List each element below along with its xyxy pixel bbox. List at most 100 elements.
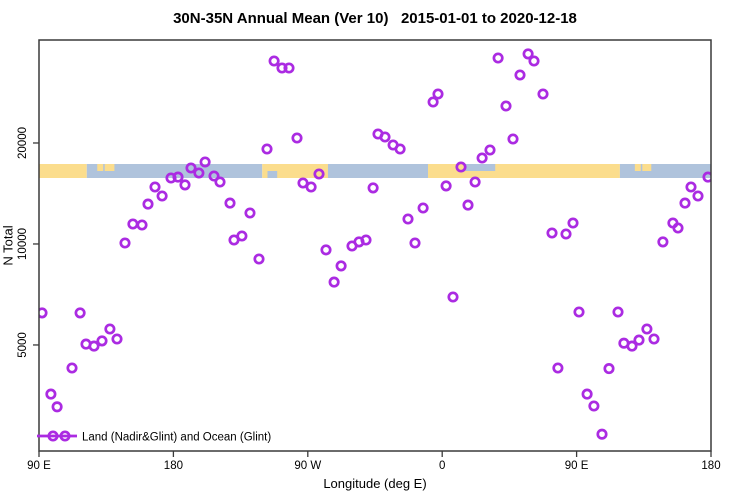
data-point <box>111 333 123 345</box>
map-band-ocean-segment <box>267 171 278 178</box>
data-point <box>567 217 579 229</box>
data-point <box>514 69 526 81</box>
data-point <box>360 234 372 246</box>
data-point <box>136 219 148 231</box>
data-point <box>244 207 256 219</box>
data-point <box>88 340 100 352</box>
chart-title: 30N-35N Annual Mean (Ver 10) 2015-01-01 … <box>173 10 577 27</box>
axis-ticks: 90 E 180 90 W 0 90 E 180 5000 10000 20000 <box>17 127 721 472</box>
data-point <box>224 197 236 209</box>
x-axis-label: Longitude (deg E) <box>323 476 427 491</box>
data-point <box>528 55 540 67</box>
data-point <box>672 222 684 234</box>
data-point <box>476 152 488 164</box>
data-point <box>685 181 697 193</box>
data-point <box>156 190 168 202</box>
data-point <box>492 52 504 64</box>
data-point <box>447 291 459 303</box>
data-point <box>417 202 429 214</box>
map-band-ocean-segment <box>327 164 429 178</box>
data-point <box>328 276 340 288</box>
data-point <box>612 306 624 318</box>
data-point <box>291 132 303 144</box>
data-point <box>185 162 197 174</box>
data-point <box>74 307 86 319</box>
data-point <box>268 55 280 67</box>
data-point <box>588 400 600 412</box>
data-point <box>394 143 406 155</box>
land-ocean-map-band <box>39 164 711 178</box>
data-point <box>546 227 558 239</box>
data-point <box>462 199 474 211</box>
data-point <box>367 182 379 194</box>
x-tick-label: 180 <box>701 460 720 472</box>
data-point <box>603 363 615 375</box>
x-tick-label: 90 E <box>565 460 589 472</box>
data-point <box>39 307 48 319</box>
data-point <box>45 388 57 400</box>
data-point <box>552 362 564 374</box>
data-point <box>313 168 325 180</box>
map-band-land-segment <box>642 164 652 171</box>
scatter-points <box>39 48 711 440</box>
map-band-ocean-segment <box>619 164 711 178</box>
x-tick-label: 90 E <box>27 460 51 472</box>
data-point <box>507 133 519 145</box>
data-point <box>335 260 347 272</box>
y-tick-label: 5000 <box>17 332 29 358</box>
data-point <box>679 197 691 209</box>
y-tick-label: 10000 <box>17 228 29 260</box>
data-point <box>199 156 211 168</box>
data-point <box>51 401 63 413</box>
data-point <box>236 230 248 242</box>
data-point <box>469 176 481 188</box>
data-point <box>537 88 549 100</box>
data-point <box>500 100 512 112</box>
map-band-ocean-segment <box>465 164 496 171</box>
x-tick-label: 0 <box>439 460 445 472</box>
data-point <box>149 181 161 193</box>
data-point <box>142 198 154 210</box>
data-point <box>702 171 711 183</box>
data-point <box>208 170 220 182</box>
data-point <box>172 171 184 183</box>
legend: Land (Nadir&Glint) and Ocean (Glint) <box>37 430 271 444</box>
data-point <box>402 213 414 225</box>
data-point <box>440 180 452 192</box>
legend-marker-icon <box>59 430 71 442</box>
map-band-land-segment <box>97 164 104 171</box>
data-point <box>522 48 534 60</box>
data-point <box>427 96 439 108</box>
data-point <box>261 143 273 155</box>
x-tick-label: 90 W <box>294 460 321 472</box>
data-point <box>455 161 467 173</box>
data-point <box>633 334 645 346</box>
data-point <box>409 237 421 249</box>
data-point <box>276 62 288 74</box>
data-point <box>127 218 139 230</box>
data-point <box>96 335 108 347</box>
legend-marker-icon <box>47 430 59 442</box>
data-point <box>596 428 608 440</box>
data-point <box>379 131 391 143</box>
data-point <box>626 340 638 352</box>
data-point <box>560 228 572 240</box>
data-point <box>692 190 704 202</box>
data-point <box>648 333 660 345</box>
plot-frame <box>38 39 712 452</box>
data-point <box>66 362 78 374</box>
data-point <box>104 323 116 335</box>
data-point <box>320 244 332 256</box>
data-point <box>305 181 317 193</box>
data-point <box>484 144 496 156</box>
data-point <box>657 236 669 248</box>
data-point <box>179 179 191 191</box>
map-band-land-segment <box>39 164 87 178</box>
x-tick-label: 180 <box>164 460 183 472</box>
data-point <box>432 88 444 100</box>
data-point <box>119 237 131 249</box>
data-point <box>573 306 585 318</box>
data-point <box>581 388 593 400</box>
